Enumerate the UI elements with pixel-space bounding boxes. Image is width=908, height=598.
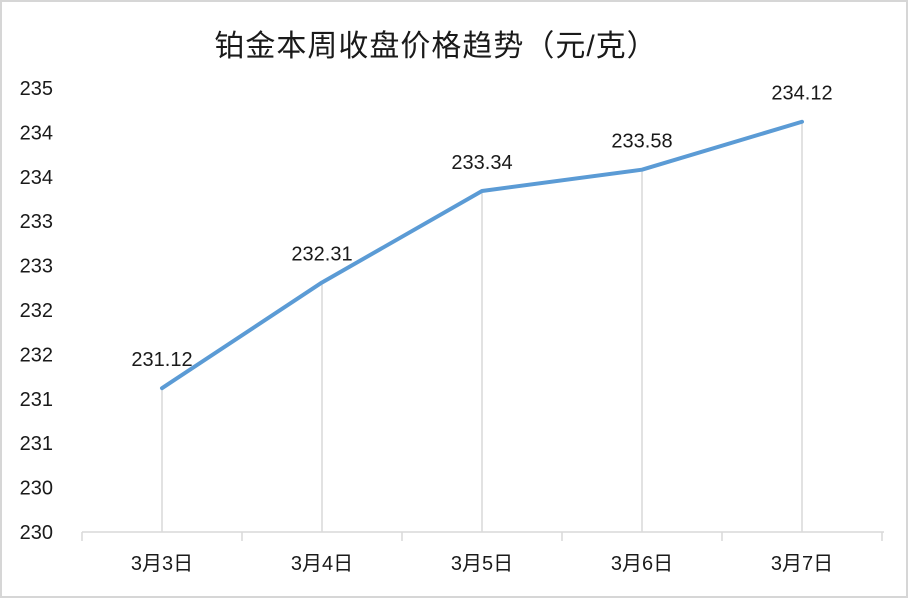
data-label: 232.31 — [291, 243, 352, 265]
y-tick-label: 232 — [20, 300, 53, 322]
y-tick-label: 234 — [20, 167, 53, 189]
y-tick-label: 234 — [20, 122, 53, 144]
y-tick-label: 233 — [20, 256, 53, 278]
y-tick-label: 235 — [20, 78, 53, 100]
data-label: 231.12 — [131, 349, 192, 371]
x-tick-label: 3月6日 — [611, 553, 673, 575]
data-label: 233.58 — [611, 131, 672, 153]
y-tick-label: 232 — [20, 344, 53, 366]
x-tick-label: 3月5日 — [451, 553, 513, 575]
x-tick-label: 3月3日 — [131, 553, 193, 575]
data-label: 234.12 — [771, 83, 832, 105]
data-label: 233.34 — [451, 152, 512, 174]
x-tick-label: 3月4日 — [291, 553, 353, 575]
series-line — [160, 119, 804, 391]
y-tick-label: 230 — [20, 478, 53, 500]
y-tick-label: 231 — [20, 389, 53, 411]
x-tick-label: 3月7日 — [771, 553, 833, 575]
chart-title: 铂金本周收盘价格趋势（元/克） — [214, 30, 658, 63]
y-tick-label: 233 — [20, 211, 53, 233]
y-tick-label: 230 — [20, 522, 53, 544]
y-tick-label: 231 — [20, 433, 53, 455]
